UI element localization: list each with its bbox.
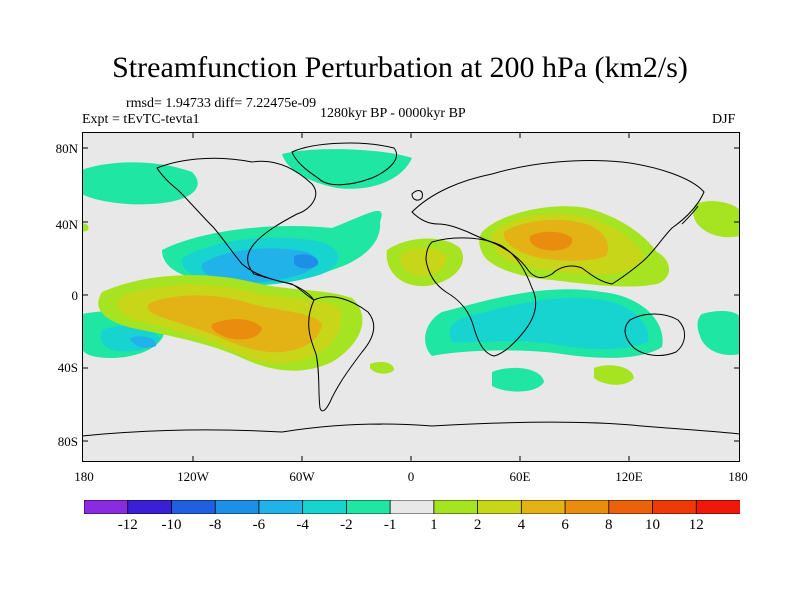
contour-neg6-core — [294, 254, 319, 269]
coast-south-america — [308, 296, 375, 412]
lon-label-120w: 120W — [177, 469, 209, 484]
colorbar-swatch-10 — [520, 500, 566, 514]
contour-pos6-asia — [529, 231, 573, 251]
colorbar-swatch-5 — [302, 500, 348, 514]
coast-japan — [681, 205, 699, 225]
positive-anomaly-regions — [82, 201, 740, 385]
colorbar-label: -8 — [208, 517, 222, 533]
lat-label-eq: 0 — [71, 288, 79, 303]
colorbar-label: 1 — [430, 517, 438, 533]
colorbar-label: 6 — [561, 517, 569, 533]
contour-neg-south-west-pacific — [697, 311, 740, 356]
colorbar — [84, 500, 740, 514]
contour-neg-southern-atlantic — [492, 367, 544, 392]
period-label: 1280kyr BP - 0000kyr BP — [320, 106, 466, 121]
contour-neg2-indian-ocean — [449, 297, 649, 350]
colorbar-swatch-14 — [695, 500, 740, 514]
contour-pos6-south-pacific — [211, 319, 262, 340]
coast-north-america — [156, 157, 317, 301]
contour-pos-south-atlantic — [594, 365, 634, 385]
colorbar-swatch-12 — [608, 500, 654, 514]
colorbar-swatch-7 — [389, 500, 435, 514]
map-plot — [82, 132, 740, 462]
coast-australia — [624, 313, 685, 356]
lat-label-80s: 80S — [57, 434, 78, 449]
coast-africa — [425, 237, 537, 357]
lat-label-40n: 40N — [55, 217, 78, 232]
contour-neg4-south-pacific — [130, 336, 157, 348]
colorbar-label: 4 — [517, 517, 526, 533]
contour-neg4-central-america — [201, 248, 317, 283]
colorbar-label: 2 — [473, 517, 482, 533]
contour-neg-greenland — [282, 149, 412, 189]
contour-pos-south-pacific-small — [370, 362, 394, 374]
plot-title: Streamfunction Perturbation at 200 hPa (… — [112, 51, 688, 84]
colorbar-label: 8 — [605, 517, 613, 533]
lat-label-40s: 40S — [57, 360, 78, 375]
season-label: DJF — [712, 112, 736, 127]
coast-uk — [411, 190, 423, 201]
coast-antarctica — [82, 421, 740, 437]
lon-label-60w: 60W — [289, 469, 315, 484]
colorbar-label: -2 — [340, 517, 353, 533]
stats-label: rmsd= 1.94733 diff= 7.22475e-09 — [126, 96, 317, 111]
colorbar-label: 12 — [688, 517, 704, 533]
lon-label-0: 0 — [407, 469, 415, 484]
lat-label-80n: 80N — [55, 141, 78, 156]
contour-pos2-north-atlantic — [400, 248, 447, 276]
lon-label-120e: 120E — [615, 469, 643, 484]
colorbar-swatch-8 — [433, 500, 479, 514]
lon-label-60e: 60E — [509, 469, 531, 484]
colorbar-label: -1 — [383, 517, 397, 533]
colorbar-swatch-3 — [214, 500, 260, 514]
coast-greenland — [291, 142, 397, 186]
colorbar-label: -6 — [252, 517, 266, 533]
lon-label-180e: 180 — [728, 469, 748, 484]
colorbar-swatch-13 — [652, 500, 698, 514]
lon-label-180w: 180 — [74, 469, 94, 484]
colorbar-swatch-2 — [171, 500, 217, 514]
colorbar-swatch-11 — [564, 500, 610, 514]
experiment-label: Expt = tEvTC-tevta1 — [82, 112, 200, 127]
colorbar-swatch-6 — [345, 500, 392, 514]
contour-neg-north-pacific — [82, 162, 198, 205]
coastlines — [82, 142, 740, 437]
colorbar-label: -10 — [161, 517, 182, 533]
colorbar-label: -4 — [296, 517, 309, 533]
colorbar-swatch-9 — [477, 500, 523, 514]
colorbar-label: 10 — [645, 517, 661, 533]
colorbar-swatch-1 — [127, 500, 173, 514]
contour-pos-west-edge — [82, 223, 89, 232]
colorbar-swatch-0 — [84, 500, 129, 514]
map-ticks — [82, 132, 740, 462]
contour-pos-north-pacific-east — [693, 201, 740, 238]
coast-eurasia — [411, 160, 705, 285]
colorbar-label: -12 — [117, 517, 138, 533]
colorbar-swatch-4 — [258, 500, 304, 514]
